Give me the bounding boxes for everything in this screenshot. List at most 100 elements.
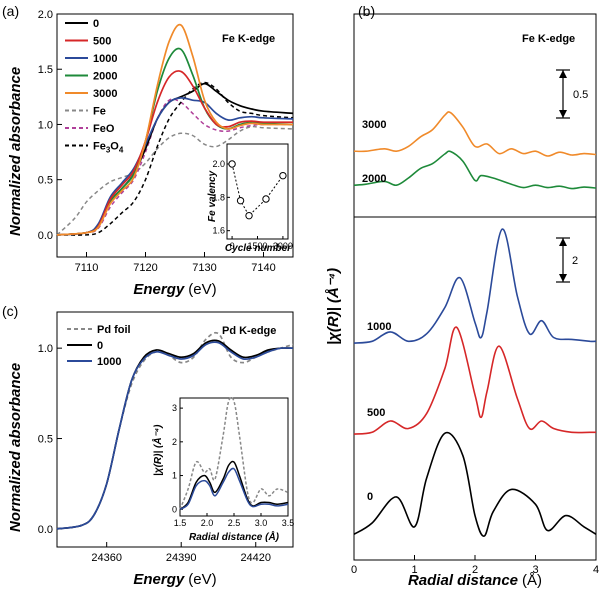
panel-b-xtick-label: 2 bbox=[472, 564, 478, 576]
panel-a-x-ticks: 7110 7120 7130 7140 bbox=[75, 252, 276, 274]
panel-b-scale-bottom: 2 bbox=[556, 237, 578, 283]
panel-a-letter: (a) bbox=[2, 3, 19, 19]
panel-c-legend-label: Pd foil bbox=[97, 324, 131, 336]
panel-b-xtick-label: 3 bbox=[532, 564, 538, 576]
panel-c-x-axis-title-unit: (eV) bbox=[188, 571, 216, 588]
panel-c-inset-frame bbox=[179, 397, 289, 517]
panel-a-ytick-label: 1.0 bbox=[38, 119, 53, 131]
panel-b-series-0-line bbox=[353, 431, 597, 537]
panel-a-series-fe3o4-line bbox=[56, 81, 294, 236]
panel-c-xtick-label: 24360 bbox=[91, 552, 122, 564]
panel-a-series-1000-line bbox=[56, 97, 294, 236]
panel-b-y-axis-title: |χ(R)| (Å⁻⁴) bbox=[325, 268, 342, 345]
panel-a-legend-label: FeO bbox=[93, 123, 115, 135]
panel-b-xtick-label: 0 bbox=[351, 564, 357, 576]
panel-a-inset-frame bbox=[226, 143, 289, 240]
panel-c-inset-x-title: Radial distance (Å) bbox=[189, 530, 280, 543]
panel-b-scale-bottom-label: 2 bbox=[572, 255, 578, 267]
panel-b-series-2000-line bbox=[353, 150, 597, 190]
panel-c-y-axis-title: Normalized absorbance bbox=[7, 363, 24, 532]
panel-a-xtick-label: 7120 bbox=[133, 262, 157, 274]
panel-a-inset-point bbox=[262, 195, 270, 203]
panel-b-series-500-line bbox=[353, 326, 596, 435]
panel-b-series-label: 2000 bbox=[362, 173, 386, 185]
panel-b-x-axis-title-main: Radial distance bbox=[408, 572, 518, 589]
panel-c-inset-ytick-label: 3 bbox=[172, 403, 177, 413]
panel-a-edge-label: Fe K-edge bbox=[222, 33, 275, 45]
panel-a-frame bbox=[56, 13, 294, 258]
panel-a-y-axis-title: Normalized absorbance bbox=[7, 67, 24, 236]
panel-c-x-ticks: 24360 24390 24420 bbox=[91, 542, 271, 564]
panel-a-inset-trend-line bbox=[231, 163, 284, 217]
panel-b-series bbox=[353, 111, 597, 537]
panel-b-x-ticks: 0 1 2 3 4 bbox=[351, 555, 599, 576]
panel-c-inset-y-title: |χ(R)| (Å⁻⁴) bbox=[151, 424, 164, 476]
panel-a-inset-ytick-label: 1.8 bbox=[212, 192, 225, 202]
panel-a-x-axis-title-main: Energy bbox=[133, 281, 185, 298]
panel-b-series-3000-line bbox=[353, 111, 597, 157]
panel-a-series bbox=[56, 23, 294, 236]
panel-b-series-label: 3000 bbox=[362, 119, 386, 131]
panel-a-inset-ytick-label: 1.6 bbox=[212, 226, 225, 236]
panel-b-frame bbox=[353, 13, 597, 561]
panel-c-inset-series-line bbox=[179, 396, 289, 510]
panel-c-xtick-label: 24390 bbox=[166, 552, 197, 564]
panel-a-inset-ytick-label: 2.0 bbox=[212, 159, 225, 169]
panel-a-inset-xtick-label: 3000 bbox=[273, 241, 293, 251]
panel-a-inset-xtick-label: 0 bbox=[230, 241, 235, 251]
panel-a-legend-label: 1000 bbox=[93, 53, 117, 65]
panel-a-legend-label: 2000 bbox=[93, 71, 117, 83]
panel-a-legend-label: Fe3O4 bbox=[93, 141, 124, 155]
panel-c-inset-ytick-label: 2 bbox=[172, 437, 177, 447]
panel-a-ytick-label: 2.0 bbox=[38, 9, 53, 21]
panel-a-inset-point bbox=[236, 196, 245, 205]
panel-b-series-1000-line bbox=[353, 228, 597, 344]
panel-b-scale-top: 0.5 bbox=[556, 69, 588, 119]
panel-c-inset-xtick-label: 3.0 bbox=[255, 518, 268, 528]
panel-a-inset-content: 1.6 1.8 2.0 0 1500 3000 bbox=[212, 159, 292, 251]
panel-c-inset-xtick-label: 2.5 bbox=[228, 518, 241, 528]
panel-a-ytick-label: 0.5 bbox=[38, 175, 53, 187]
panel-b-x-axis-title-unit: (Å) bbox=[522, 572, 542, 589]
panel-a-xtick-label: 7110 bbox=[75, 262, 99, 274]
panel-a-legend-label: 500 bbox=[93, 36, 111, 48]
panel-a-series-fe-line bbox=[56, 125, 294, 236]
panel-a-ytick-label: 0.0 bbox=[38, 230, 53, 242]
panel-c-series-1000-line bbox=[56, 341, 294, 530]
panel-c-inset-series-line bbox=[179, 460, 289, 510]
panel-b-series-label: 0 bbox=[367, 491, 373, 503]
panel-a-series-500-line bbox=[56, 70, 294, 236]
panel-c-ytick-label: 0.5 bbox=[38, 434, 53, 446]
panel-c-legend-label: 1000 bbox=[97, 356, 121, 368]
panel-c-inset-xtick-label: 1.5 bbox=[174, 518, 187, 528]
panel-c-letter: (c) bbox=[2, 303, 18, 319]
panel-c-edge-label: Pd K-edge bbox=[222, 325, 276, 337]
panel-a-inset-x-title: Cycle number bbox=[225, 243, 292, 254]
panel-c-frame bbox=[56, 311, 294, 548]
panel-b-scale-top-label: 0.5 bbox=[573, 89, 588, 101]
panel-c-y-ticks: 0.0 0.5 1.0 bbox=[38, 343, 62, 536]
panel-c-ytick-label: 0.0 bbox=[38, 524, 53, 536]
panel-a-legend-label: 0 bbox=[93, 18, 99, 30]
panel-c-inset-series-line bbox=[179, 467, 289, 510]
panel-a-inset-y-title: Fe valency bbox=[207, 170, 218, 222]
panel-c-inset-ytick-label: 0 bbox=[172, 504, 177, 514]
panel-a-y-ticks: 0.0 0.5 1.0 1.5 2.0 bbox=[38, 9, 62, 242]
panel-c-inset-xtick-label: 3.5 bbox=[282, 518, 295, 528]
panel-a-xtick-label: 7130 bbox=[192, 262, 216, 274]
panel-c-inset-ytick-label: 1 bbox=[172, 471, 177, 481]
panel-c-inset-xtick-label: 2.0 bbox=[201, 518, 214, 528]
panel-a-x-axis-title: Energy (eV) bbox=[133, 281, 216, 298]
panel-b-series-label: 500 bbox=[367, 407, 385, 419]
panel-a-series-2000-line bbox=[56, 47, 294, 236]
panel-c-series bbox=[56, 331, 294, 530]
panel-a-legend-label: Fe bbox=[93, 106, 106, 118]
panel-a-ytick-label: 1.5 bbox=[38, 64, 53, 76]
panel-b-x-axis-title: Radial distance (Å) bbox=[408, 572, 542, 589]
panel-a-inset-point bbox=[279, 171, 287, 180]
panel-c-xtick-label: 24420 bbox=[240, 552, 271, 564]
panel-b-xtick-label: 4 bbox=[593, 564, 599, 576]
panel-b-series-labels: 3000 2000 1000 500 0 bbox=[362, 119, 391, 503]
panel-b-series-label: 1000 bbox=[367, 321, 391, 333]
panel-a-legend-label: 3000 bbox=[93, 88, 117, 100]
